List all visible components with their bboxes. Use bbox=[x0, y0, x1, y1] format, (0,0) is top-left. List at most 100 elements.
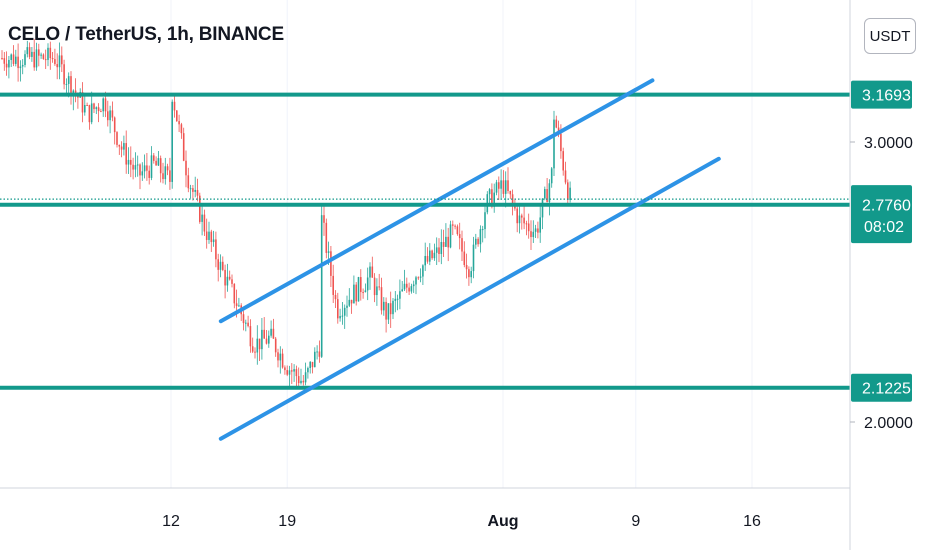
candle bbox=[33, 38, 35, 71]
candle bbox=[493, 183, 495, 213]
candle bbox=[21, 59, 24, 75]
currency-button[interactable]: USDT bbox=[864, 18, 916, 54]
candle bbox=[442, 229, 445, 258]
candle bbox=[159, 155, 162, 183]
candle bbox=[166, 163, 169, 176]
candle bbox=[431, 249, 433, 260]
x-tick-label-4: 16 bbox=[743, 513, 761, 530]
candle bbox=[486, 191, 489, 215]
candle bbox=[284, 365, 286, 375]
candle bbox=[360, 269, 362, 301]
candle bbox=[58, 42, 61, 80]
candle bbox=[256, 325, 259, 365]
candle bbox=[139, 163, 141, 190]
candle bbox=[120, 141, 123, 158]
x-tick-label-0: 12 bbox=[162, 513, 180, 530]
candle bbox=[127, 147, 130, 175]
candle bbox=[109, 105, 111, 134]
candle bbox=[178, 114, 180, 133]
candle bbox=[297, 367, 300, 390]
candle bbox=[1, 50, 3, 60]
candle bbox=[26, 40, 29, 58]
candle bbox=[456, 224, 459, 236]
candle bbox=[199, 192, 201, 224]
candle bbox=[410, 283, 413, 294]
candle bbox=[337, 292, 339, 324]
candle bbox=[176, 110, 178, 122]
candle bbox=[205, 218, 208, 249]
candle bbox=[484, 206, 486, 239]
candle bbox=[164, 157, 167, 185]
horizontal-levels[interactable] bbox=[0, 92, 850, 390]
candle bbox=[406, 277, 408, 293]
candle bbox=[88, 104, 91, 130]
candle bbox=[481, 225, 484, 243]
candle bbox=[8, 56, 10, 79]
candle bbox=[530, 220, 532, 251]
candle bbox=[249, 319, 252, 353]
candle bbox=[210, 229, 213, 252]
candle bbox=[95, 106, 98, 115]
candle bbox=[408, 282, 410, 296]
candle bbox=[224, 264, 226, 299]
candle bbox=[504, 171, 507, 208]
candle bbox=[97, 103, 100, 123]
x-tick-label-1: 19 bbox=[278, 513, 296, 530]
countdown-label: 08:02 bbox=[864, 219, 904, 236]
candle bbox=[394, 291, 397, 313]
candle bbox=[134, 152, 137, 178]
candle bbox=[369, 262, 371, 290]
candle bbox=[470, 266, 472, 284]
candle bbox=[316, 345, 318, 360]
candle bbox=[90, 91, 93, 125]
candle bbox=[343, 304, 346, 329]
candle bbox=[419, 268, 422, 283]
candle bbox=[417, 276, 420, 280]
candle bbox=[153, 153, 155, 164]
candle bbox=[396, 294, 399, 311]
candle bbox=[458, 222, 461, 250]
candle bbox=[100, 108, 102, 113]
candle bbox=[454, 224, 456, 230]
candle bbox=[472, 236, 475, 279]
candle bbox=[245, 319, 247, 332]
candle bbox=[477, 237, 479, 247]
candle bbox=[521, 213, 523, 230]
candle bbox=[555, 115, 558, 129]
candle bbox=[173, 96, 176, 118]
candle bbox=[311, 361, 314, 374]
candle bbox=[495, 179, 498, 196]
candle bbox=[125, 130, 127, 174]
candle bbox=[146, 153, 148, 181]
candle bbox=[447, 227, 449, 262]
candle bbox=[518, 204, 521, 234]
candle bbox=[118, 144, 121, 155]
candle bbox=[550, 167, 553, 188]
candle bbox=[373, 273, 376, 303]
candle bbox=[72, 89, 75, 111]
candle bbox=[102, 97, 104, 117]
candle bbox=[291, 363, 293, 385]
candle bbox=[502, 170, 505, 198]
candle bbox=[35, 42, 38, 71]
channel-line-1 bbox=[218, 156, 721, 441]
candle bbox=[180, 122, 183, 139]
candle bbox=[362, 288, 364, 299]
candle bbox=[532, 220, 535, 243]
candle bbox=[523, 206, 525, 230]
candle bbox=[12, 45, 15, 67]
candle bbox=[383, 297, 385, 316]
candle bbox=[130, 146, 132, 178]
candle bbox=[44, 49, 47, 70]
ascending-channel[interactable] bbox=[218, 78, 721, 441]
candle bbox=[54, 48, 56, 66]
candle bbox=[238, 297, 240, 307]
y-tick-label-0: 3.0000 bbox=[864, 135, 913, 152]
candle bbox=[24, 50, 26, 68]
candle bbox=[61, 46, 63, 73]
candle bbox=[155, 156, 157, 166]
candle bbox=[208, 221, 210, 244]
candle bbox=[412, 280, 415, 293]
candle bbox=[355, 282, 357, 306]
